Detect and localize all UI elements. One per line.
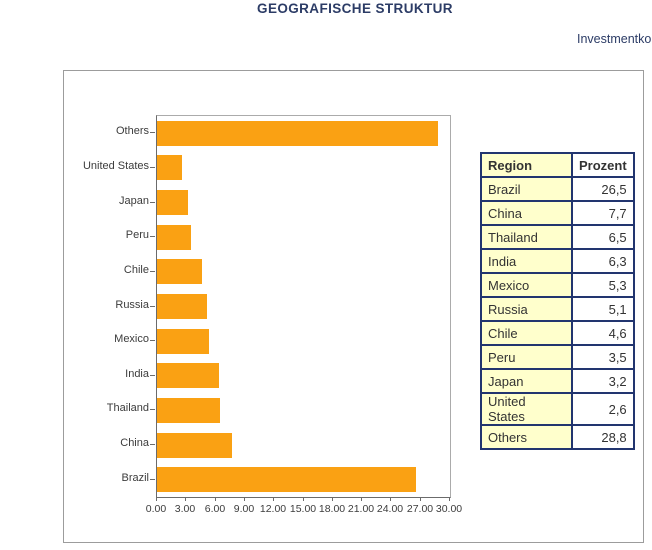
y-axis-label-peru: Peru bbox=[125, 229, 149, 241]
prozent-cell: 3,5 bbox=[571, 344, 635, 370]
prozent-cell: 3,2 bbox=[571, 368, 635, 394]
table-row: Thailand 6,5 bbox=[480, 224, 635, 250]
x-axis-tick bbox=[156, 497, 157, 501]
y-axis-tick bbox=[150, 167, 155, 168]
bar-united-states bbox=[157, 155, 182, 180]
y-axis-label-japan: Japan bbox=[119, 195, 149, 207]
investment-link[interactable]: Investmentko bbox=[577, 32, 652, 46]
y-axis-tick bbox=[150, 375, 155, 376]
x-axis-tick-label: 12.00 bbox=[259, 503, 287, 515]
prozent-cell: 2,6 bbox=[571, 392, 635, 426]
y-axis-tick bbox=[150, 271, 155, 272]
region-percent-table: Region Prozent Brazil 26,5 China 7,7 Thailan… bbox=[480, 152, 635, 450]
x-axis-tick bbox=[215, 497, 216, 501]
y-axis-label-united-states: United States bbox=[82, 160, 149, 172]
x-axis-tick-label: 24.00 bbox=[376, 503, 404, 515]
region-cell: Russia bbox=[480, 296, 573, 322]
y-axis-label-india: India bbox=[125, 368, 149, 380]
table-row: Others 28,8 bbox=[480, 424, 635, 450]
y-axis-tick bbox=[150, 340, 155, 341]
x-axis-tick-label: 27.00 bbox=[406, 503, 434, 515]
y-axis-label-russia: Russia bbox=[115, 299, 149, 311]
table-row: Brazil 26,5 bbox=[480, 176, 635, 202]
y-axis-label-brazil: Brazil bbox=[121, 472, 149, 484]
prozent-cell: 5,1 bbox=[571, 296, 635, 322]
y-axis-label-chile: Chile bbox=[123, 264, 149, 276]
bar-others bbox=[157, 121, 438, 146]
region-column-header: Region bbox=[480, 152, 573, 178]
x-axis-tick bbox=[244, 497, 245, 501]
region-cell: Others bbox=[480, 424, 573, 450]
prozent-cell: 7,7 bbox=[571, 200, 635, 226]
bar-india bbox=[157, 363, 219, 388]
table-row: Chile 4,6 bbox=[480, 320, 635, 346]
bar-chart-plot-area bbox=[156, 115, 451, 498]
region-cell: Japan bbox=[480, 368, 573, 394]
table-row: Japan 3,2 bbox=[480, 368, 635, 394]
y-axis-tick bbox=[150, 409, 155, 410]
region-cell: Thailand bbox=[480, 224, 573, 250]
region-cell: Brazil bbox=[480, 176, 573, 202]
region-cell: United States bbox=[480, 392, 573, 426]
y-axis-tick bbox=[150, 132, 155, 133]
x-axis-tick-label: 6.00 bbox=[204, 503, 226, 515]
prozent-cell: 26,5 bbox=[571, 176, 635, 202]
bar-china bbox=[157, 433, 232, 458]
table-row: India 6,3 bbox=[480, 248, 635, 274]
prozent-cell: 6,3 bbox=[571, 248, 635, 274]
bar-peru bbox=[157, 225, 191, 250]
y-axis-tick bbox=[150, 444, 155, 445]
y-axis-label-thailand: Thailand bbox=[106, 402, 149, 414]
region-cell: Peru bbox=[480, 344, 573, 370]
region-cell: Mexico bbox=[480, 272, 573, 298]
region-cell: India bbox=[480, 248, 573, 274]
prozent-cell: 5,3 bbox=[571, 272, 635, 298]
x-axis-tick-label: 9.00 bbox=[233, 503, 255, 515]
x-axis-tick bbox=[332, 497, 333, 501]
x-axis-tick-label: 30.00 bbox=[435, 503, 463, 515]
y-axis-tick bbox=[150, 306, 155, 307]
x-axis-tick bbox=[273, 497, 274, 501]
x-axis-tick-label: 3.00 bbox=[174, 503, 196, 515]
prozent-cell: 28,8 bbox=[571, 424, 635, 450]
x-axis-tick bbox=[185, 497, 186, 501]
y-axis-label-china: China bbox=[120, 437, 149, 449]
x-axis-tick bbox=[420, 497, 421, 501]
region-cell: Chile bbox=[480, 320, 573, 346]
bar-chile bbox=[157, 259, 202, 284]
bar-thailand bbox=[157, 398, 220, 423]
region-cell: China bbox=[480, 200, 573, 226]
y-axis-tick bbox=[150, 202, 155, 203]
x-axis-tick bbox=[449, 497, 450, 501]
y-axis-label-mexico: Mexico bbox=[114, 333, 149, 345]
x-axis-tick bbox=[361, 497, 362, 501]
table-row: Russia 5,1 bbox=[480, 296, 635, 322]
table-header-row: Region Prozent bbox=[480, 152, 635, 178]
bar-russia bbox=[157, 294, 207, 319]
table-row: Peru 3,5 bbox=[480, 344, 635, 370]
y-axis-tick bbox=[150, 479, 155, 480]
y-axis-tick bbox=[150, 236, 155, 237]
page-title: GEOGRAFISCHE STRUKTUR bbox=[257, 1, 453, 16]
y-axis-label-others: Others bbox=[115, 125, 149, 137]
x-axis-tick-label: 18.00 bbox=[318, 503, 346, 515]
x-axis-tick-label: 21.00 bbox=[347, 503, 375, 515]
x-axis-tick bbox=[390, 497, 391, 501]
table-row: China 7,7 bbox=[480, 200, 635, 226]
x-axis-tick bbox=[303, 497, 304, 501]
table-row: Mexico 5,3 bbox=[480, 272, 635, 298]
bar-mexico bbox=[157, 329, 209, 354]
prozent-column-header: Prozent bbox=[571, 152, 635, 178]
bar-japan bbox=[157, 190, 188, 215]
x-axis-tick-label: 0.00 bbox=[145, 503, 167, 515]
bar-brazil bbox=[157, 467, 416, 492]
table-row: United States 2,6 bbox=[480, 392, 635, 426]
x-axis-tick-label: 15.00 bbox=[289, 503, 317, 515]
prozent-cell: 4,6 bbox=[571, 320, 635, 346]
prozent-cell: 6,5 bbox=[571, 224, 635, 250]
